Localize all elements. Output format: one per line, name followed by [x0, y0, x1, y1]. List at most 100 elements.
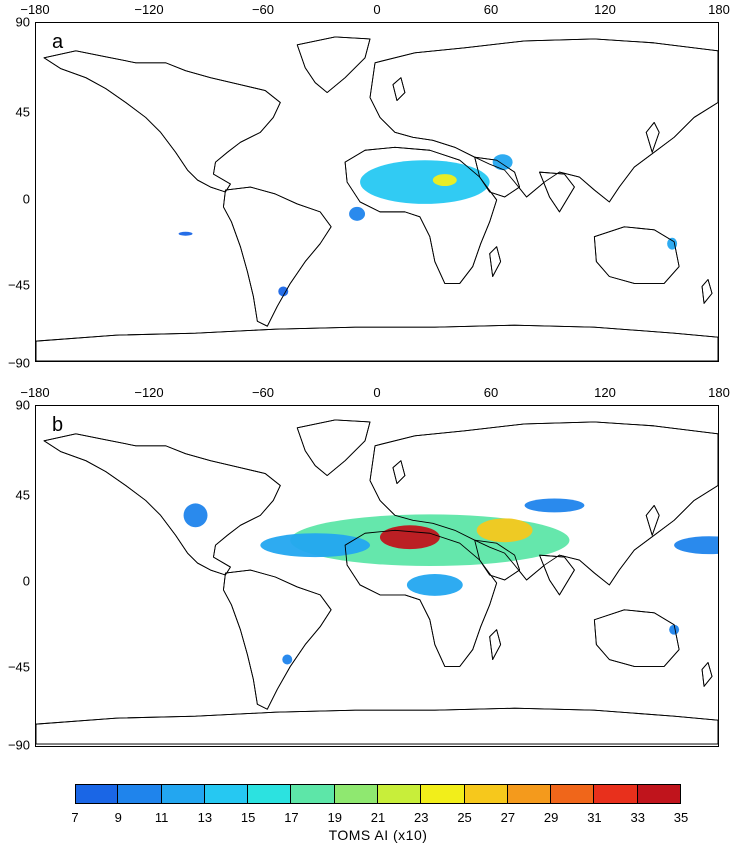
- coastline-japan: [645, 504, 660, 536]
- coastline-antarctica: [36, 707, 718, 745]
- x-tick-a-6: 120: [594, 2, 616, 17]
- aerosol-area-mali-and-niger: [379, 525, 440, 550]
- colorbar-tick-label: 29: [543, 810, 559, 825]
- world-map-b: [36, 419, 718, 745]
- colorbar-tick-label: 17: [284, 810, 299, 825]
- coastline-eurasia: [369, 38, 718, 203]
- coastline-arabia: [474, 539, 521, 581]
- x-tick-a-2: −120: [134, 2, 164, 17]
- aerosol-area-argentina: [278, 286, 289, 297]
- coastline-africa: [344, 529, 498, 667]
- landmass-australia: [593, 609, 680, 667]
- y-tick-b-2: 45: [15, 487, 30, 503]
- aerosol-area-argentina: [282, 654, 293, 665]
- colorbar-cell: [334, 784, 378, 804]
- panel-label-a: a: [52, 31, 64, 53]
- colorbar-tick-label: 25: [457, 810, 472, 825]
- x-tick-a-4: 0: [373, 2, 381, 17]
- aerosol-area-australia: [667, 237, 678, 250]
- colorbar-tick-label: 11: [154, 810, 169, 825]
- x-tick-b-1: −180: [20, 385, 50, 400]
- x-tick-b-3: −60: [251, 385, 275, 400]
- coastline-uk: [392, 460, 406, 484]
- landmass-south-america: [223, 186, 332, 327]
- colorbar-cell: [378, 784, 422, 804]
- y-tick-b-3: 0: [22, 573, 30, 589]
- colorbar-tick-label: 27: [500, 810, 516, 825]
- y-tick-a-3: 0: [22, 191, 30, 207]
- aerosol-area-sahara-and-sahel: [360, 160, 490, 204]
- coastline-south-america: [223, 569, 332, 710]
- colorbar-frame: [75, 784, 681, 804]
- colorbar-tick-label: 13: [197, 810, 213, 825]
- colorbar-cell: [594, 784, 638, 804]
- landmass-antarctica: [36, 324, 718, 361]
- colorbar-cell: [551, 784, 595, 804]
- coastline-australia: [593, 609, 680, 667]
- x-tick-b-2: −120: [134, 385, 164, 400]
- x-tick-b-4: 0: [373, 385, 381, 400]
- coastline-antarctica: [36, 324, 718, 361]
- colorbar-tick-label: 33: [630, 810, 645, 825]
- x-tick-a-5: 60: [483, 2, 499, 17]
- colorbar-cell: [248, 784, 292, 804]
- world-map-a: [36, 36, 718, 361]
- coastline-arabia: [474, 156, 521, 198]
- y-tick-b-1: 90: [15, 397, 30, 413]
- colorbar-tick-label: 19: [327, 810, 342, 825]
- coastline-india: [539, 171, 575, 213]
- aerosol-area-north-pacific: [674, 536, 718, 555]
- coastline-africa: [344, 146, 498, 284]
- map-panel-b: b: [35, 405, 719, 747]
- coastline-new-zealand: [701, 662, 713, 687]
- x-tick-a-3: −60: [251, 2, 275, 17]
- aerosol-area-lake-chad-area: [432, 174, 457, 187]
- coastline-australia: [593, 226, 680, 284]
- coastline-south-america: [223, 186, 332, 327]
- coastline-eurasia: [369, 421, 718, 586]
- colorbar-tick-label: 23: [414, 810, 429, 825]
- colorbar-cell: [421, 784, 465, 804]
- colorbar-title: TOMS AI (x10): [328, 827, 428, 843]
- aerosol-area-central-atlantic: [260, 533, 371, 558]
- x-tick-a-1: −180: [20, 2, 50, 17]
- colorbar-cell: [291, 784, 335, 804]
- coastline-india: [539, 554, 575, 596]
- coastline-new-zealand: [701, 279, 713, 304]
- aerosol-area-south-atlantic: [178, 231, 193, 236]
- colorbar-tick-label: 7: [71, 810, 79, 825]
- y-tick-b-4: −45: [7, 659, 30, 675]
- aerosol-area-arabian-peninsula: [492, 154, 513, 171]
- aerosol-area-southern-africa: [406, 574, 463, 596]
- x-tick-b-5: 60: [483, 385, 499, 400]
- landmass-north-america: [43, 433, 281, 576]
- y-tick-a-2: 45: [15, 104, 30, 120]
- colorbar-cell: [75, 784, 119, 804]
- landmass-india: [539, 554, 575, 596]
- landmass-greenland: [296, 419, 371, 477]
- coastline-north-america: [43, 50, 281, 193]
- coastline-greenland: [296, 419, 371, 477]
- coastline-greenland: [296, 36, 371, 94]
- colorbar-tick-label: 21: [370, 810, 386, 825]
- x-tick-b-6: 120: [594, 385, 616, 400]
- coastline-japan: [645, 121, 660, 153]
- landmass-south-america: [223, 569, 332, 710]
- landmass-north-america: [43, 50, 281, 193]
- colorbar-tick-label: 35: [673, 810, 689, 825]
- landmass-india: [539, 171, 575, 213]
- colorbar-tick-label: 9: [114, 810, 122, 825]
- coastline-madagascar: [489, 246, 502, 277]
- aerosol-area-western-north-america: [183, 503, 208, 528]
- colorbar-cell: [507, 784, 552, 804]
- y-tick-a-1: 90: [15, 14, 30, 30]
- y-tick-b-5: −90: [7, 737, 30, 753]
- map-panel-a: a: [35, 22, 719, 362]
- aerosol-area-central-asia: [524, 498, 585, 513]
- colorbar-cell: [464, 784, 508, 804]
- colorbar: [75, 784, 681, 804]
- y-tick-a-4: −45: [7, 277, 30, 293]
- colorbar-tick-label: 15: [240, 810, 256, 825]
- colorbar-cell: [161, 784, 205, 804]
- landmass-antarctica: [36, 707, 718, 745]
